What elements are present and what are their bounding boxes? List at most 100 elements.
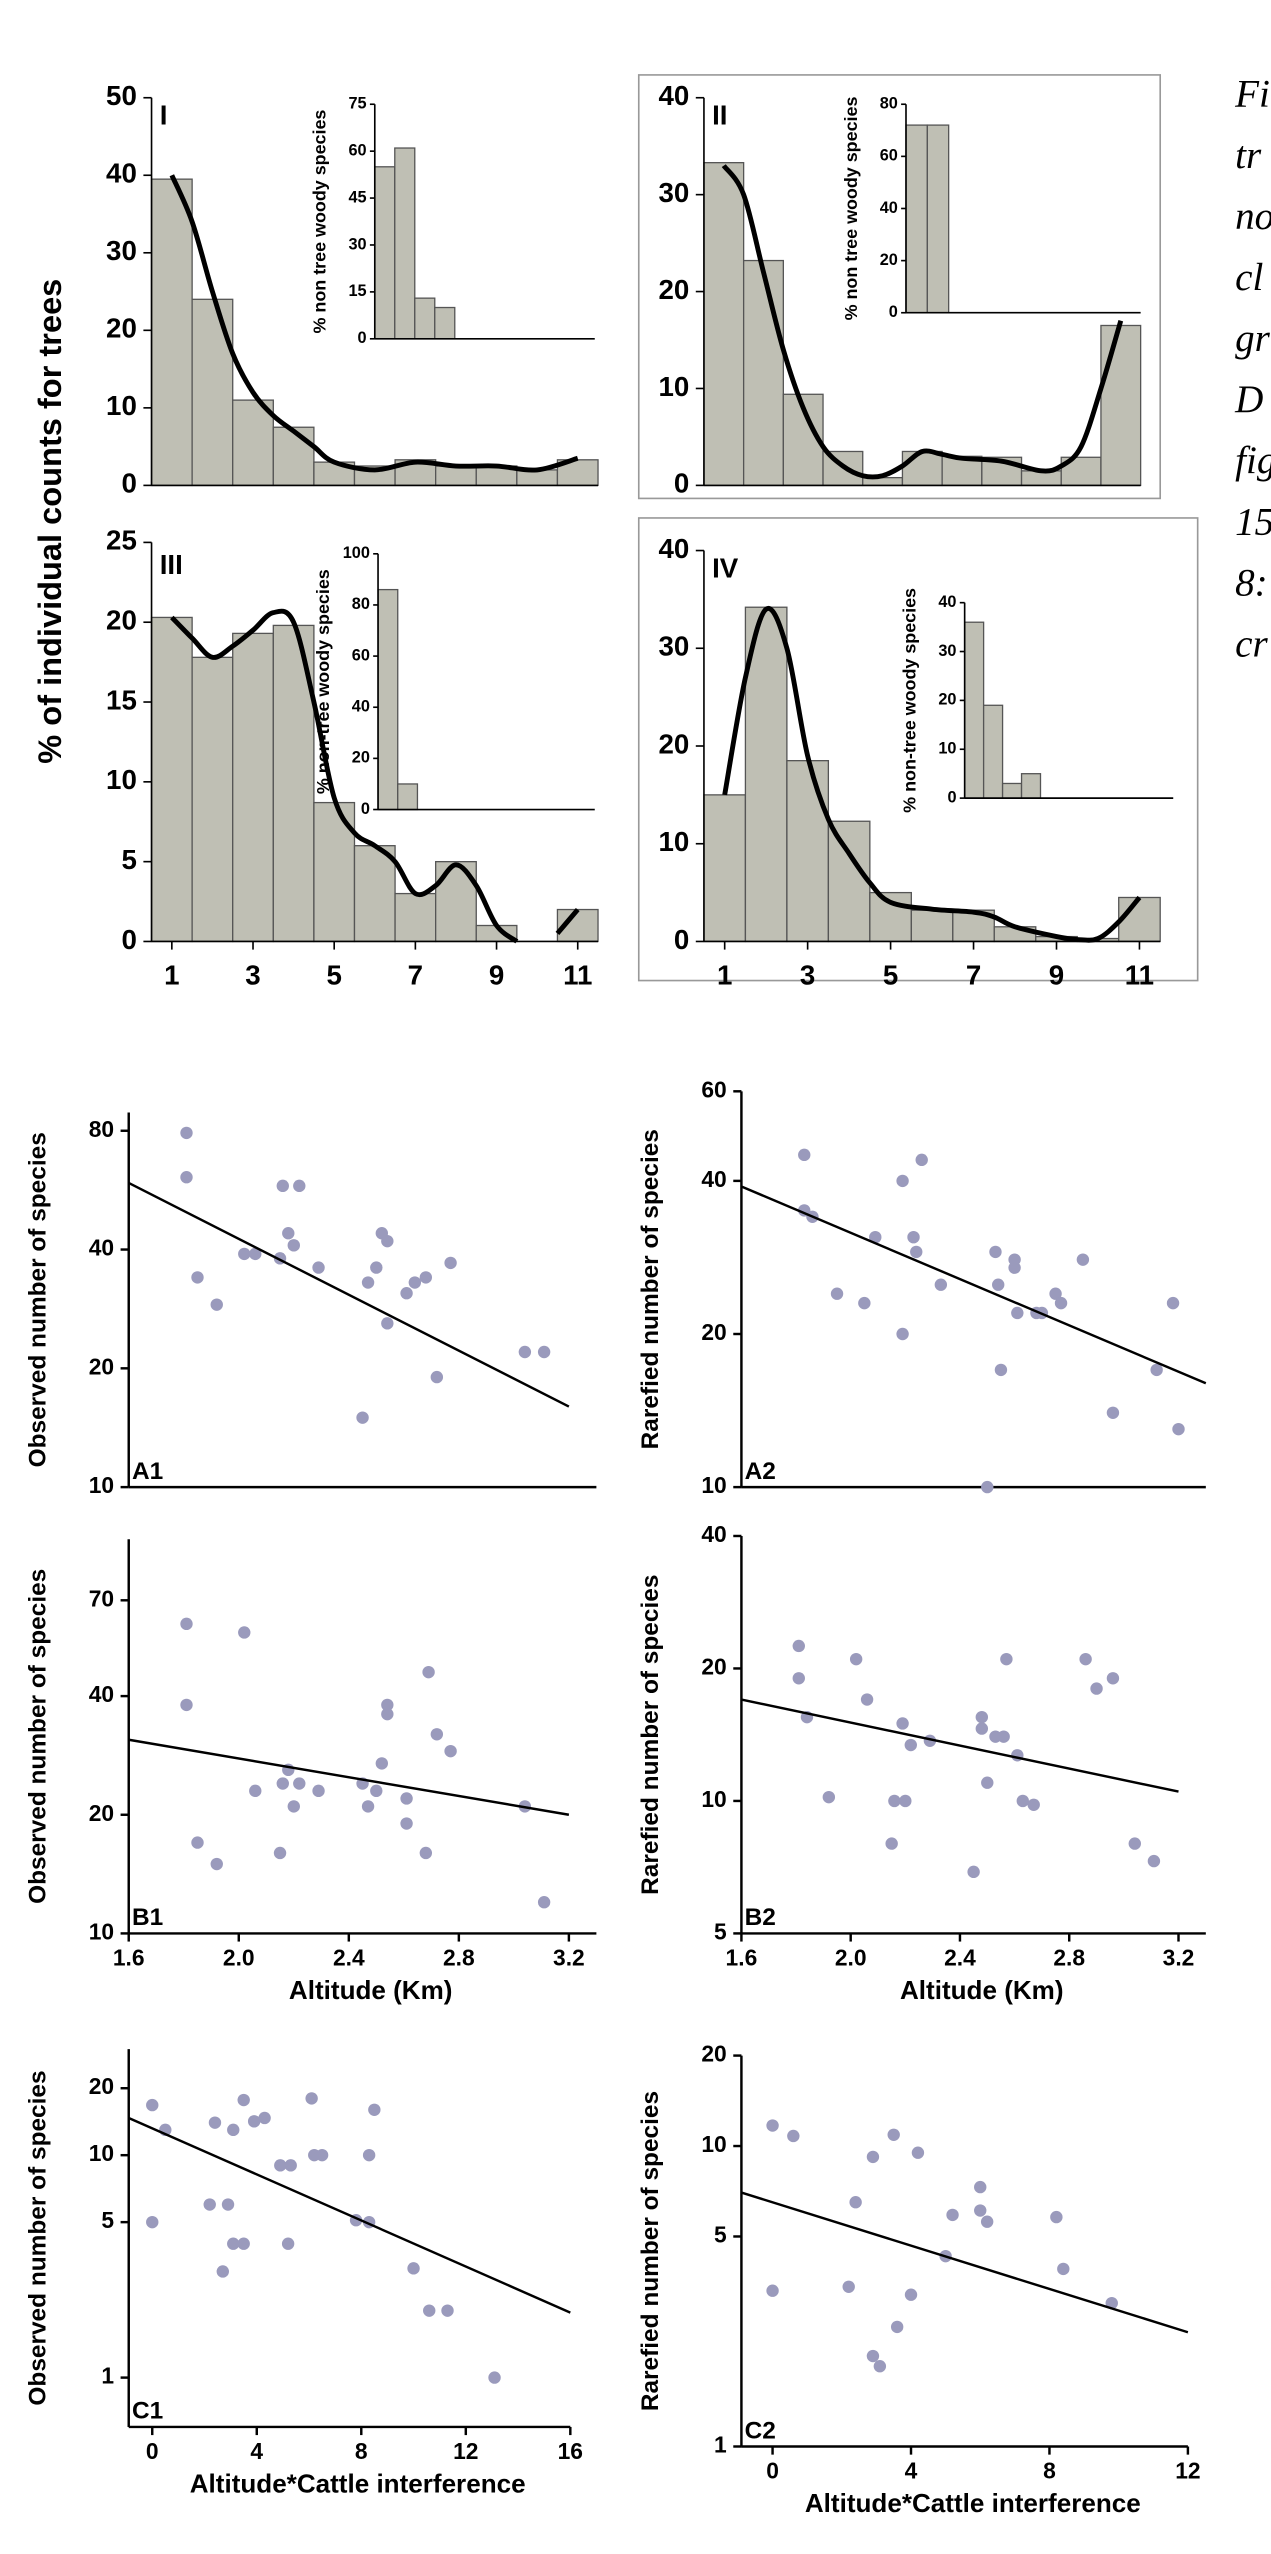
scatter-point [249,1784,262,1798]
y-tick-label: 40 [701,1166,726,1192]
scatter-point [849,2196,862,2209]
scatter-point [890,2320,904,2334]
scatter-point [362,2148,376,2162]
y-tick-label: 40 [938,593,956,611]
caption-line: cl [1235,256,1263,299]
y-tick-label: 20 [89,1800,114,1826]
scatter-point [858,1296,871,1310]
scatter-point [276,1179,289,1193]
scatter-point [518,1345,532,1359]
x-tick-label: 3.2 [1163,1944,1195,1970]
x-tick-label: 12 [453,2438,478,2464]
y-tick-label: 30 [938,642,956,660]
x-tick-label: 9 [489,960,504,991]
y-tick-label: 5 [121,844,136,875]
scatter-point [537,1896,551,1909]
scatter-point [276,1777,289,1790]
scatter-point [419,1846,433,1860]
scatter-point [974,2204,987,2217]
scatter-point [274,2159,287,2172]
y-tick-label: 1 [714,2432,727,2458]
y-tick-label: 20 [106,605,137,636]
histogram-bar [926,124,950,314]
caption-line: Fi [1234,73,1270,116]
x-tick-label: 5 [883,960,898,991]
y-tick-label: 20 [701,1319,726,1345]
trend-line [741,2191,1189,2334]
scatter-point [444,1744,457,1758]
histogram-bar [377,588,399,811]
x-tick-label: 2.0 [835,1944,867,1970]
scatter-point [946,2208,959,2222]
scatter-point [247,2115,261,2128]
panel-label: IV [712,552,739,583]
y-axis-label: Observed number of species [25,2070,52,2405]
y-tick-label: 10 [658,371,689,402]
scatter-point [146,2098,159,2112]
x-tick-label: 3 [245,960,260,991]
x-tick-label: 4 [905,2458,918,2484]
scatter-point [1147,1854,1161,1868]
y-tick-label: 5 [714,1918,727,1944]
panel-label: A2 [745,1458,776,1485]
y-tick-label: 25 [106,525,137,556]
y-axis-label: Rarefied number of species [637,1575,664,1895]
scatter-point [766,2119,779,2132]
scatter-point [227,2123,240,2137]
scatter-point [1172,1422,1185,1436]
y-tick-label: 20 [352,749,370,767]
inset-y-label: % non-tree woody species [900,588,920,813]
scatter-point [423,2304,436,2317]
y-tick-label: 10 [106,390,137,421]
scatter-point [356,1411,369,1424]
y-tick-label: 0 [361,800,370,818]
trend-line [128,1181,570,1408]
histogram-bar [232,399,274,487]
density-curve [722,606,1142,943]
histogram-bar [191,298,234,487]
histogram-bar [397,783,419,811]
histogram-bar [703,162,745,487]
scatter-point [849,1652,863,1666]
histogram-bar [1020,773,1042,799]
histogram-bar [434,306,456,340]
histogram-bar [827,820,871,943]
scatter-point [210,1857,223,1871]
y-axis-label: Observed number of species [25,1132,52,1467]
scatter-point [293,1179,306,1193]
scatter-point [792,1672,805,1685]
y-tick-label: 0 [121,924,136,955]
scatter-point [1106,1406,1120,1419]
x-tick-label: 8 [1043,2458,1056,2484]
scatter-point [792,1639,805,1653]
scatter-point [400,1817,413,1830]
scatter-point [422,1665,435,1679]
y-tick-label: 40 [880,199,898,217]
scatter-point [1054,1296,1068,1310]
panel-label: B2 [745,1904,776,1931]
x-tick-label: 2.0 [223,1944,255,1970]
y-tick-label: 20 [880,251,898,269]
y-tick-label: 20 [89,1353,114,1379]
scatter-point [904,1738,917,1752]
histogram-bar [435,465,477,487]
histogram-bar [394,147,416,340]
y-tick-label: 40 [89,1681,114,1707]
scatter-point [904,2288,918,2301]
histogram-bar [374,166,396,340]
scatter-point [866,2150,880,2164]
scatter-point [994,1363,1008,1377]
y-tick-label: 20 [658,274,689,305]
y-tick-label: 30 [349,235,367,253]
y-tick-label: 100 [343,544,370,562]
scatter-point [180,1171,193,1184]
scatter-point [911,2146,925,2159]
scatter-point [1008,1261,1021,1274]
x-tick-label: 2.8 [443,1944,475,1970]
histogram-bar [910,909,954,943]
x-tick-label: 1 [164,960,179,991]
scatter-point [287,1239,300,1252]
scatter-point [419,1271,433,1284]
scatter-point [981,1480,994,1494]
caption-line: 15 [1235,500,1271,543]
